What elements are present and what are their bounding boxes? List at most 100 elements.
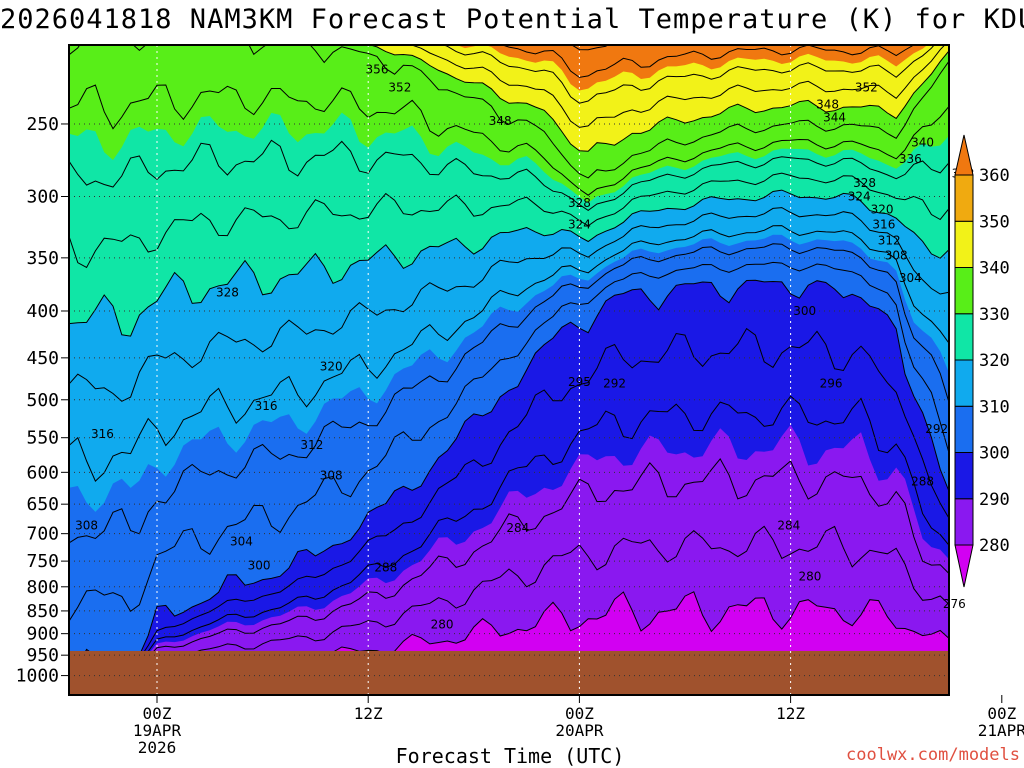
contour-label-352: 352 (855, 80, 878, 94)
contour-label-312: 312 (878, 233, 901, 247)
xtick-label: 00Z (565, 704, 594, 723)
colorbar-label-330: 330 (979, 305, 1010, 325)
ytick-label-950: 950 (26, 645, 59, 666)
dotted-grid (69, 45, 1003, 695)
x-axis-label: Forecast Time (UTC) (395, 744, 625, 768)
colorbar-label-300: 300 (979, 444, 1010, 464)
contour-308 (69, 243, 949, 544)
colorbar-label-290: 290 (979, 490, 1010, 510)
contour-312 (69, 225, 949, 482)
contour-324 (69, 172, 949, 269)
ytick-label-350: 350 (26, 248, 59, 269)
contour-304 (69, 261, 949, 622)
contour-356 (570, 45, 609, 51)
contour-label-324: 324 (848, 190, 871, 204)
contour-label-316: 316 (872, 218, 895, 232)
contour-320 (69, 189, 949, 337)
xtick-label: 00Z (987, 704, 1016, 723)
ytick-label-900: 900 (26, 624, 59, 645)
contour-292 (69, 395, 949, 674)
contour-label-316: 316 (91, 427, 114, 441)
colorbar-seg-350 (954, 174, 974, 222)
contour-328 (69, 139, 949, 212)
xtick-label: 12Z (354, 704, 383, 723)
contour-348 (442, 45, 935, 104)
contour-label-308: 308 (885, 249, 908, 263)
contour-332 (69, 84, 949, 196)
ground-surface (69, 650, 949, 695)
contour-label-348: 348 (489, 114, 512, 128)
contour-label-300: 300 (793, 304, 816, 318)
colorbar-label-360: 360 (979, 166, 1010, 186)
theta-contour-lines (69, 45, 949, 695)
ytick-label-600: 600 (26, 462, 59, 483)
ytick-label-500: 500 (26, 390, 59, 411)
ytick-label-550: 550 (26, 428, 59, 449)
contour-344 (392, 45, 946, 128)
contour-284 (69, 525, 949, 675)
source-credit: coolwx.com/models (846, 745, 1020, 765)
ytick-label-300: 300 (26, 187, 59, 208)
pressure-axis: 2503003504004505005506006507007508008509… (16, 114, 69, 687)
contour-label-295: 295 (568, 375, 591, 389)
colorbar-bottom-arrow (954, 544, 974, 588)
ytick-label-250: 250 (26, 114, 59, 135)
xtick-label: 20APR (555, 721, 604, 740)
colorbar-seg-300 (954, 405, 974, 453)
ytick-label-700: 700 (26, 524, 59, 545)
colorbar-label-340: 340 (979, 259, 1010, 279)
contour-label-320: 320 (871, 203, 894, 217)
contour-label-288: 288 (374, 560, 397, 574)
ground-fill (69, 650, 949, 695)
contour-label-328: 328 (853, 176, 876, 190)
contour-label-328: 328 (216, 286, 239, 300)
contour-label-312: 312 (300, 438, 323, 452)
colorbar-label-320: 320 (979, 351, 1010, 371)
contour-label-284: 284 (777, 519, 800, 533)
colorbar-seg-340 (954, 220, 974, 268)
contour-label-304: 304 (230, 535, 253, 549)
contour-label-336: 336 (899, 152, 922, 166)
colorbar-label-280: 280 (979, 536, 1010, 556)
ytick-label-650: 650 (26, 494, 59, 515)
contour-288 (69, 458, 949, 675)
contour-296 (69, 327, 949, 673)
xtick-label: 19APR (133, 721, 182, 740)
contour-label-348: 348 (816, 97, 839, 111)
contour-label-296: 296 (820, 377, 843, 391)
plot-frame (68, 44, 950, 696)
contour-label-304: 304 (899, 271, 922, 285)
contour-label-292: 292 (603, 377, 626, 391)
chart-title: 2026041818 NAM3KM Forecast Potential Tem… (0, 4, 1024, 35)
ytick-label-450: 450 (26, 348, 59, 369)
ytick-label-800: 800 (26, 577, 59, 598)
contour-352 (501, 45, 916, 78)
contour-label-308: 308 (75, 519, 98, 533)
colorbar-seg-320 (954, 313, 974, 361)
contour-316 (69, 207, 949, 402)
ytick-label-750: 750 (26, 551, 59, 572)
contour-label-292: 292 (925, 422, 948, 436)
colorbar-seg-290 (954, 452, 974, 500)
contour-label-328: 328 (568, 196, 591, 210)
colorbar-label-350: 350 (979, 212, 1010, 232)
contour-label-356: 356 (366, 62, 389, 76)
ytick-label-850: 850 (26, 601, 59, 622)
colorbar-label-310: 310 (979, 397, 1010, 417)
contour-label-276: 276 (943, 597, 966, 611)
ytick-label-400: 400 (26, 301, 59, 322)
contour-label-308: 308 (320, 469, 343, 483)
xtick-label: 12Z (776, 704, 805, 723)
contour-label-300: 300 (248, 558, 271, 572)
contour-label-280: 280 (431, 618, 454, 632)
contour-label-352: 352 (388, 80, 411, 94)
contour-label-284: 284 (506, 521, 529, 535)
ytick-label-1000: 1000 (16, 666, 59, 687)
colorbar-seg-280 (954, 498, 974, 546)
contour-label-320: 320 (320, 360, 343, 374)
colorbar-seg-330 (954, 267, 974, 315)
xtick-label: 21APR (978, 721, 1024, 740)
colorbar: 280 290 300 310 320 330 340 350 360 (954, 134, 1010, 588)
